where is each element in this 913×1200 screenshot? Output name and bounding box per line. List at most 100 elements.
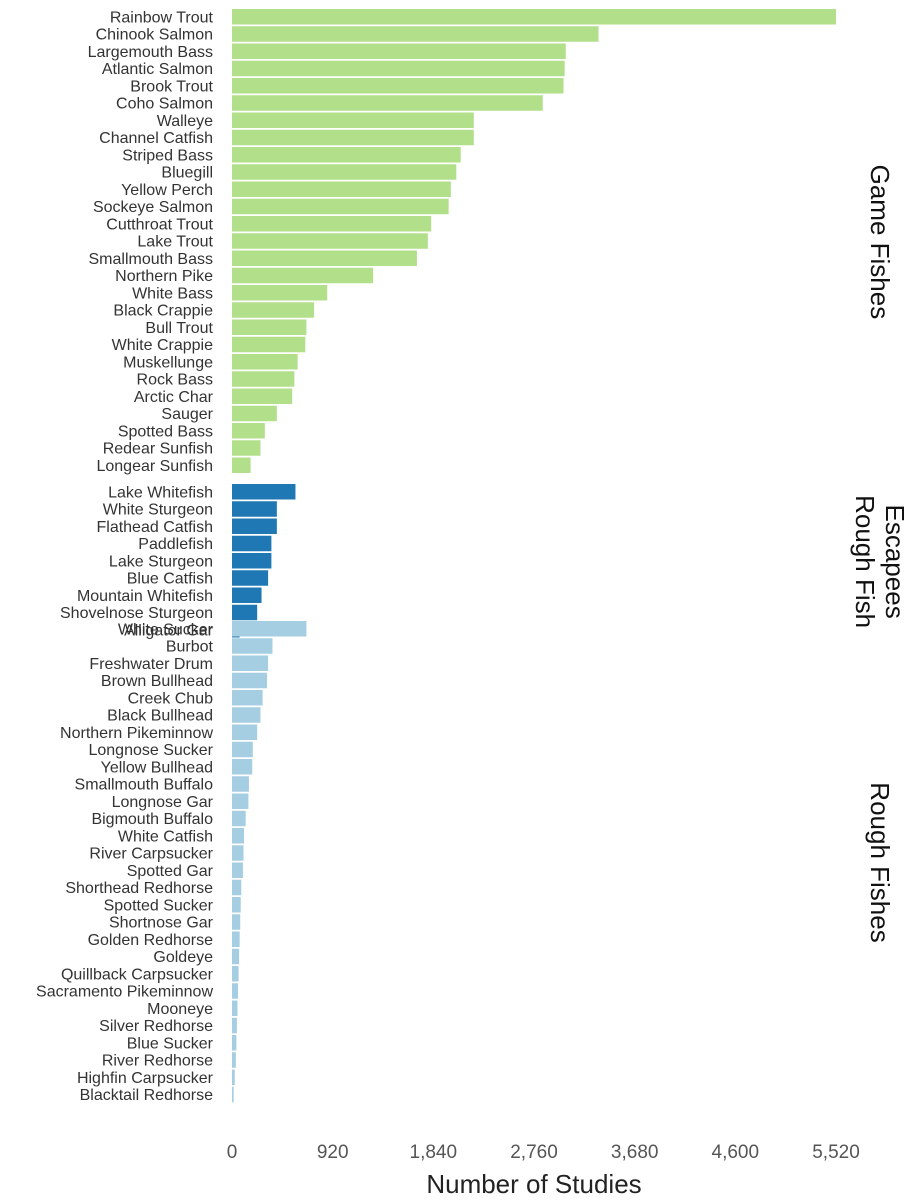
category-label-brook-trout: Brook Trout bbox=[130, 78, 213, 95]
group-title-line: Escapees bbox=[880, 505, 910, 619]
bar-white-sturgeon bbox=[232, 501, 277, 517]
category-label-redear-sunfish: Redear Sunfish bbox=[103, 441, 213, 458]
bar-longnose-sucker bbox=[232, 741, 253, 758]
x-axis-title: Number of Studies bbox=[426, 1169, 641, 1199]
category-label-smallmouth-buffalo: Smallmouth Buffalo bbox=[75, 777, 214, 794]
category-label-burbot: Burbot bbox=[166, 639, 214, 656]
bar-flathead-catfish bbox=[232, 518, 277, 534]
category-label-mountain-whitefish: Mountain Whitefish bbox=[77, 588, 213, 605]
category-label-rock-bass: Rock Bass bbox=[137, 372, 213, 389]
category-label-lake-sturgeon: Lake Sturgeon bbox=[109, 553, 213, 570]
bar-blacktail-redhorse bbox=[232, 1086, 234, 1103]
bar-longear-sunfish bbox=[232, 457, 251, 473]
bar-atlantic-salmon bbox=[232, 60, 565, 77]
category-label-northern-pikeminnow: Northern Pikeminnow bbox=[60, 725, 213, 742]
category-label-channel-catfish: Channel Catfish bbox=[99, 130, 213, 147]
bar-coho-salmon bbox=[232, 95, 543, 111]
bar-striped-bass bbox=[232, 147, 461, 163]
bar-smallmouth-bass bbox=[232, 250, 417, 266]
category-label-goldeye: Goldeye bbox=[153, 949, 213, 966]
bar-bull-trout bbox=[232, 319, 307, 335]
bar-lake-whitefish bbox=[232, 484, 296, 500]
x-tick-label: 1,840 bbox=[410, 1142, 458, 1163]
category-label-quillback-carpsucker: Quillback Carpsucker bbox=[61, 966, 214, 983]
bar-brown-bullhead bbox=[232, 672, 268, 689]
category-label-chinook-salmon: Chinook Salmon bbox=[96, 27, 213, 44]
bar-shortnose-gar bbox=[232, 914, 241, 930]
bar-northern-pike bbox=[232, 267, 374, 284]
category-label-spotted-gar: Spotted Gar bbox=[127, 863, 214, 880]
category-label-white-sucker: White Sucker bbox=[118, 621, 214, 638]
category-label-blacktail-redhorse: Blacktail Redhorse bbox=[80, 1087, 214, 1104]
bar-river-carpsucker bbox=[232, 845, 244, 861]
bar-shorthead-redhorse bbox=[232, 879, 242, 896]
x-tick-label: 2,760 bbox=[510, 1142, 558, 1163]
category-label-striped-bass: Striped Bass bbox=[122, 147, 213, 164]
category-label-river-redhorse: River Redhorse bbox=[102, 1053, 213, 1070]
group-title-game-fishes: Game Fishes bbox=[865, 165, 895, 320]
category-label-creek-chub: Creek Chub bbox=[128, 690, 213, 707]
bar-channel-catfish bbox=[232, 129, 474, 146]
category-label-blue-sucker: Blue Sucker bbox=[127, 1035, 214, 1052]
bar-chinook-salmon bbox=[232, 26, 599, 42]
category-label-white-catfish: White Catfish bbox=[118, 828, 213, 845]
category-label-white-bass: White Bass bbox=[132, 285, 213, 302]
bar-silver-redhorse bbox=[232, 1017, 237, 1034]
bar-sacramento-pikeminnow bbox=[232, 983, 239, 999]
bars-layer bbox=[232, 9, 836, 1103]
x-axis-ticks: 0 920 1,840 2,760 3,680 4,600 5,520 bbox=[227, 1142, 860, 1163]
category-label-silver-redhorse: Silver Redhorse bbox=[99, 1018, 213, 1035]
category-label-spotted-bass: Spotted Bass bbox=[118, 423, 213, 440]
category-label-bigmouth-buffalo: Bigmouth Buffalo bbox=[91, 811, 213, 828]
category-label-largemouth-bass: Largemouth Bass bbox=[88, 44, 213, 61]
category-label-blue-catfish: Blue Catfish bbox=[127, 571, 213, 588]
group-title-line: Rough Fish bbox=[850, 495, 880, 628]
group-titles: Game Fishes Rough FishEscapees Rough Fishe… bbox=[850, 165, 910, 943]
category-label-lake-trout: Lake Trout bbox=[137, 234, 213, 251]
category-label-longear-sunfish: Longear Sunfish bbox=[96, 458, 213, 475]
category-label-freshwater-drum: Freshwater Drum bbox=[89, 656, 213, 673]
category-label-northern-pike: Northern Pike bbox=[115, 268, 213, 285]
x-tick-label: 4,600 bbox=[712, 1142, 760, 1163]
category-label-white-sturgeon: White Sturgeon bbox=[103, 502, 213, 519]
category-label-golden-redhorse: Golden Redhorse bbox=[88, 932, 214, 949]
category-label-spotted-sucker: Spotted Sucker bbox=[104, 897, 214, 914]
bar-black-bullhead bbox=[232, 707, 261, 723]
bar-goldeye bbox=[232, 948, 240, 965]
bar-river-redhorse bbox=[232, 1052, 236, 1068]
x-tick-label: 3,680 bbox=[611, 1142, 659, 1163]
category-label-coho-salmon: Coho Salmon bbox=[116, 96, 213, 113]
category-label-longnose-gar: Longnose Gar bbox=[112, 794, 214, 811]
category-label-yellow-bullhead: Yellow Bullhead bbox=[101, 759, 213, 776]
bar-longnose-gar bbox=[232, 793, 249, 809]
bar-freshwater-drum bbox=[232, 655, 269, 671]
bar-yellow-bullhead bbox=[232, 759, 253, 775]
bar-northern-pikeminnow bbox=[232, 724, 258, 740]
bar-lake-sturgeon bbox=[232, 553, 272, 569]
category-label-muskellunge: Muskellunge bbox=[123, 354, 213, 371]
category-label-paddlefish: Paddlefish bbox=[138, 536, 213, 553]
category-label-sockeye-salmon: Sockeye Salmon bbox=[93, 199, 213, 216]
category-label-river-carpsucker: River Carpsucker bbox=[89, 846, 213, 863]
category-label-arctic-char: Arctic Char bbox=[134, 389, 214, 406]
bar-brook-trout bbox=[232, 78, 564, 94]
category-label-walleye: Walleye bbox=[157, 113, 213, 130]
bar-creek-chub bbox=[232, 690, 263, 706]
bar-smallmouth-buffalo bbox=[232, 776, 249, 792]
bar-white-catfish bbox=[232, 828, 245, 844]
category-label-mooneye: Mooneye bbox=[147, 1001, 213, 1018]
bar-bluegill bbox=[232, 164, 457, 180]
category-label-black-bullhead: Black Bullhead bbox=[107, 708, 213, 725]
category-label-cutthroat-trout: Cutthroat Trout bbox=[106, 216, 213, 233]
x-tick-label: 5,520 bbox=[812, 1142, 860, 1163]
group-title-rough-fish-escapees: Rough FishEscapees bbox=[850, 495, 910, 628]
category-label-brown-bullhead: Brown Bullhead bbox=[101, 673, 213, 690]
x-tick-label: 0 bbox=[227, 1142, 238, 1163]
bar-white-bass bbox=[232, 285, 328, 301]
bar-burbot bbox=[232, 638, 273, 654]
bar-lake-trout bbox=[232, 233, 428, 249]
category-label-highfin-carpsucker: Highfin Carpsucker bbox=[77, 1070, 214, 1087]
category-label-flathead-catfish: Flathead Catfish bbox=[96, 519, 213, 536]
category-label-shortnose-gar: Shortnose Gar bbox=[109, 915, 214, 932]
